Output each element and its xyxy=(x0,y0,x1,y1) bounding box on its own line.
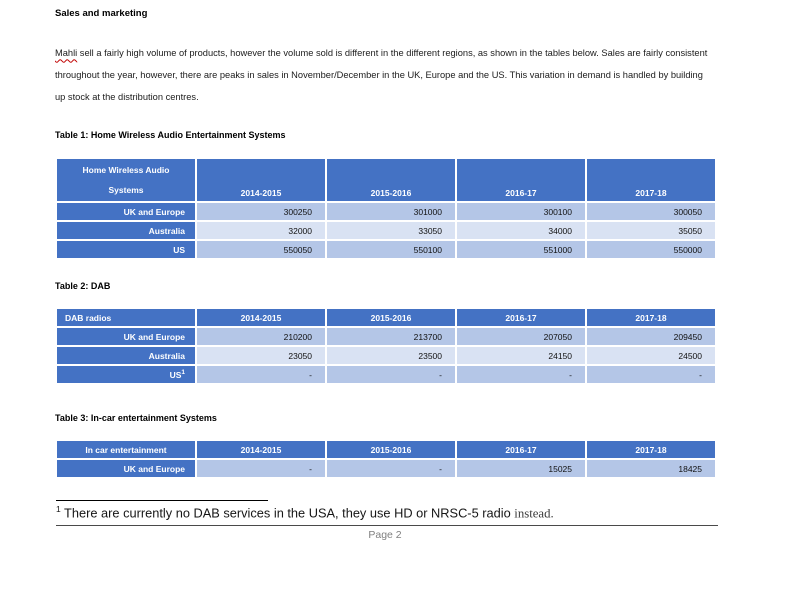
cell-value: 209450 xyxy=(585,326,717,347)
section-heading: Sales and marketing xyxy=(55,8,148,19)
footnote-text-serif: instead. xyxy=(514,506,554,521)
misspelled-word: Mahli xyxy=(55,48,78,59)
cell-value: 550100 xyxy=(325,239,457,260)
cell-value: 300100 xyxy=(455,201,587,222)
cell-value: 18425 xyxy=(585,458,717,479)
footnote-reference: 1 xyxy=(181,369,185,377)
row-label: US xyxy=(55,239,197,260)
cell-value: 32000 xyxy=(195,220,327,241)
cell-value: 35050 xyxy=(585,220,717,241)
row-label: UK and Europe xyxy=(55,326,197,347)
paragraph-text: sell a fairly high volume of products, h… xyxy=(55,48,708,103)
column-header-year: 2016-17 xyxy=(455,439,587,460)
cell-value: 550000 xyxy=(585,239,717,260)
cell-value: 300250 xyxy=(195,201,327,222)
row-label: Australia xyxy=(55,345,197,366)
column-header-year: 2015-2016 xyxy=(325,307,457,328)
column-header-year: 2017-18 xyxy=(585,157,717,203)
table1-caption: Table 1: Home Wireless Audio Entertainme… xyxy=(55,130,286,140)
table-header-row: In car entertainment 2014-2015 2015-2016… xyxy=(55,439,717,460)
cell-value: 15025 xyxy=(455,458,587,479)
cell-value: 550050 xyxy=(195,239,327,260)
column-header-product: DAB radios xyxy=(55,307,197,328)
column-header-product: Home Wireless Audio Systems xyxy=(55,157,197,203)
table-row: US1 - - - - xyxy=(55,364,717,385)
table-row: UK and Europe - - 15025 18425 xyxy=(55,458,717,479)
column-header-product: In car entertainment xyxy=(55,439,197,460)
column-header-year: 2017-18 xyxy=(585,439,717,460)
page-number: Page 2 xyxy=(368,529,402,541)
table-header-row: Home Wireless Audio Systems 2014-2015 20… xyxy=(55,157,717,203)
cell-value: 551000 xyxy=(455,239,587,260)
cell-value: 23050 xyxy=(195,345,327,366)
footnote-separator xyxy=(56,500,268,501)
table-row: Australia 23050 23500 24150 24500 xyxy=(55,345,717,366)
cell-value: 23500 xyxy=(325,345,457,366)
row-label: UK and Europe xyxy=(55,201,197,222)
cell-value: - xyxy=(325,458,457,479)
table-row: Australia 32000 33050 34000 35050 xyxy=(55,220,717,241)
table-dab: DAB radios 2014-2015 2015-2016 2016-17 2… xyxy=(55,307,717,385)
cell-value: 33050 xyxy=(325,220,457,241)
column-header-year: 2014-2015 xyxy=(195,157,327,203)
column-header-year: 2016-17 xyxy=(455,307,587,328)
table2-caption: Table 2: DAB xyxy=(55,281,111,291)
cell-value: - xyxy=(325,364,457,385)
table-row: UK and Europe 210200 213700 207050 20945… xyxy=(55,326,717,347)
cell-value: - xyxy=(455,364,587,385)
footnote-marker: 1 xyxy=(56,504,61,514)
table-in-car: In car entertainment 2014-2015 2015-2016… xyxy=(55,439,717,479)
cell-value: - xyxy=(195,458,327,479)
column-header-year: 2017-18 xyxy=(585,307,717,328)
row-label: Australia xyxy=(55,220,197,241)
cell-value: - xyxy=(585,364,717,385)
cell-value: 34000 xyxy=(455,220,587,241)
table-header-row: DAB radios 2014-2015 2015-2016 2016-17 2… xyxy=(55,307,717,328)
table-row: UK and Europe 300250 301000 300100 30005… xyxy=(55,201,717,222)
column-header-year: 2015-2016 xyxy=(325,439,457,460)
column-header-year: 2014-2015 xyxy=(195,439,327,460)
cell-value: 210200 xyxy=(195,326,327,347)
column-header-year: 2015-2016 xyxy=(325,157,457,203)
row-label: US1 xyxy=(55,364,197,385)
column-header-year: 2014-2015 xyxy=(195,307,327,328)
table3-caption: Table 3: In-car entertainment Systems xyxy=(55,413,217,423)
cell-value: 24150 xyxy=(455,345,587,366)
column-header-year: 2016-17 xyxy=(455,157,587,203)
table-home-wireless: Home Wireless Audio Systems 2014-2015 20… xyxy=(55,157,717,260)
footnote-text: There are currently no DAB services in t… xyxy=(60,505,515,521)
cell-value: 24500 xyxy=(585,345,717,366)
cell-value: 300050 xyxy=(585,201,717,222)
table-row: US 550050 550100 551000 550000 xyxy=(55,239,717,260)
cell-value: 301000 xyxy=(325,201,457,222)
cell-value: - xyxy=(195,364,327,385)
cell-value: 207050 xyxy=(455,326,587,347)
row-label: UK and Europe xyxy=(55,458,197,479)
footnote: 1 There are currently no DAB services in… xyxy=(56,504,718,527)
cell-value: 213700 xyxy=(325,326,457,347)
body-paragraph: Mahli sell a fairly high volume of produ… xyxy=(55,42,715,108)
